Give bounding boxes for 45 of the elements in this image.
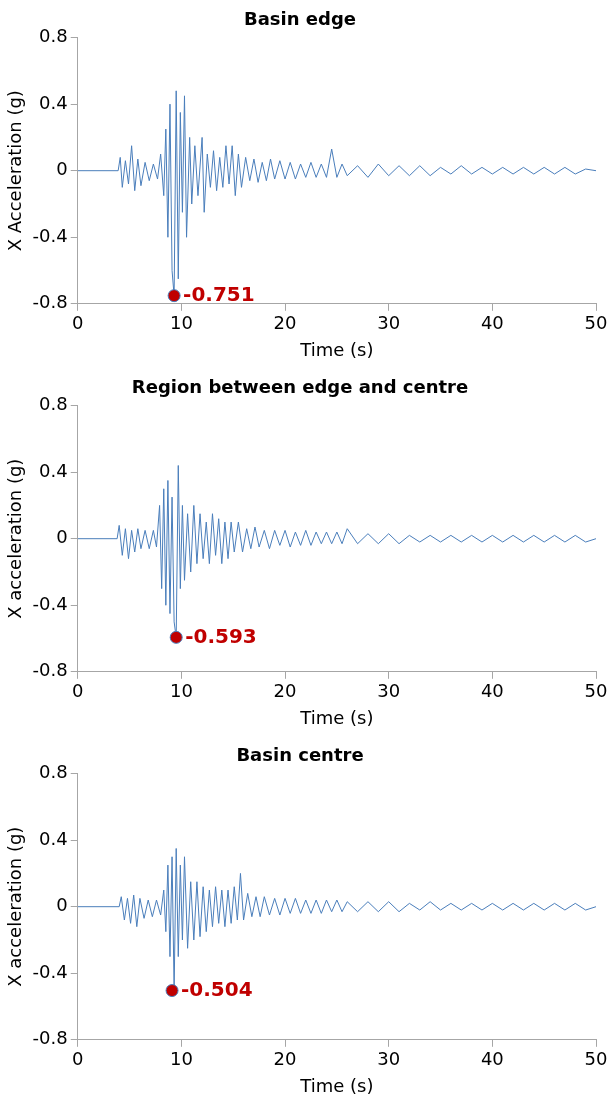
y-tick-label: 0.8 <box>39 393 68 415</box>
x-tick-label: 20 <box>273 312 297 334</box>
y-tick-label: -0.4 <box>32 960 68 982</box>
y-axis-title: X acceleration (g) <box>4 458 26 619</box>
x-tick-label: 0 <box>71 680 84 702</box>
data-label: -0.751 <box>183 281 255 306</box>
chart-title: Basin centre <box>236 744 364 766</box>
x-tick-label: 30 <box>377 312 401 334</box>
x-axis-title: Time (s) <box>299 338 374 360</box>
x-axis-title: Time (s) <box>299 706 374 728</box>
y-tick-label: -0.8 <box>32 659 68 681</box>
x-tick-label: 50 <box>584 1048 608 1070</box>
y-axis-title: X acceleration (g) <box>4 826 26 987</box>
x-tick-label: 20 <box>273 1048 297 1070</box>
x-tick-label: 10 <box>169 1048 193 1070</box>
y-tick-label: 0.4 <box>39 827 68 849</box>
y-axis-title: X Acceleration (g) <box>4 90 26 252</box>
x-tick-label: 40 <box>480 680 504 702</box>
chart-title: Region between edge and centre <box>131 376 469 398</box>
data-label: -0.593 <box>185 623 257 648</box>
x-tick-label: 10 <box>169 680 193 702</box>
x-tick-label: 30 <box>377 680 401 702</box>
data-label: -0.504 <box>181 976 253 1001</box>
x-tick-label: 50 <box>584 312 608 334</box>
y-tick-label: 0 <box>56 526 68 548</box>
x-tick-label: 50 <box>584 680 608 702</box>
x-tick-label: 0 <box>71 312 84 334</box>
x-tick-label: 10 <box>169 312 193 334</box>
x-tick-label: 30 <box>377 1048 401 1070</box>
x-axis-title: Time (s) <box>299 1074 374 1096</box>
y-tick-label: -0.4 <box>32 224 68 246</box>
x-tick-label: 40 <box>480 1048 504 1070</box>
y-tick-label: 0.8 <box>39 25 68 47</box>
y-tick-label: -0.8 <box>32 291 68 313</box>
y-tick-label: 0.4 <box>39 459 68 481</box>
chart-title: Basin edge <box>243 8 357 30</box>
y-tick-label: -0.8 <box>32 1027 68 1049</box>
y-tick-label: 0 <box>56 158 68 180</box>
x-tick-label: 0 <box>71 1048 84 1070</box>
y-tick-label: 0.8 <box>39 761 68 783</box>
x-tick-label: 20 <box>273 680 297 702</box>
y-tick-label: 0.4 <box>39 91 68 113</box>
y-tick-label: 0 <box>56 894 68 916</box>
y-tick-label: -0.4 <box>32 592 68 614</box>
x-tick-label: 40 <box>480 312 504 334</box>
